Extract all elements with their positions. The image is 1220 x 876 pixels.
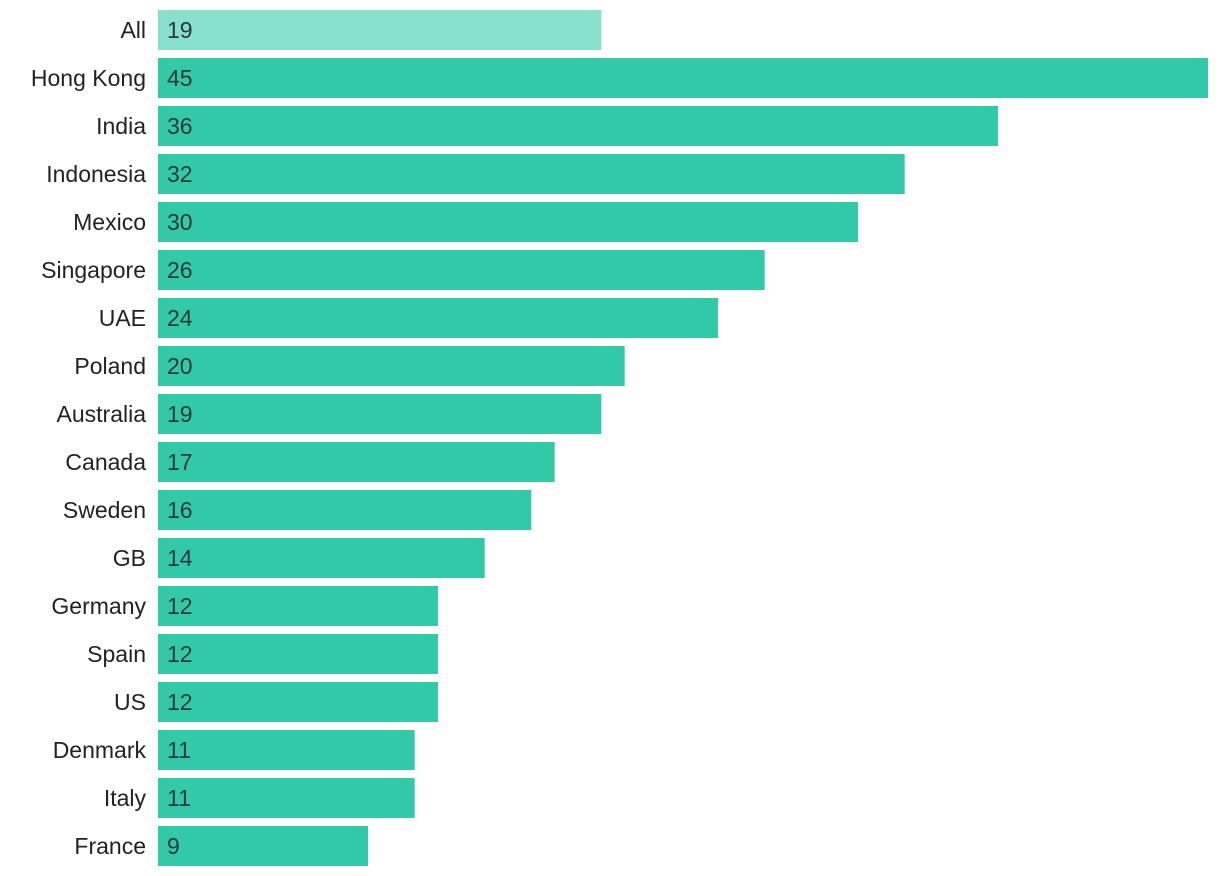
bar-france	[158, 826, 368, 866]
value-label-canada: 17	[167, 449, 193, 475]
value-label-australia: 19	[167, 401, 193, 427]
bars-group	[158, 10, 1208, 866]
value-label-spain: 12	[167, 641, 193, 667]
category-label-sweden: Sweden	[63, 497, 146, 523]
category-label-france: France	[74, 833, 146, 859]
value-label-mexico: 30	[167, 209, 193, 235]
category-label-germany: Germany	[51, 593, 146, 619]
value-label-sweden: 16	[167, 497, 193, 523]
value-label-italy: 11	[167, 785, 191, 811]
value-label-us: 12	[167, 689, 193, 715]
value-label-france: 9	[167, 833, 180, 859]
category-label-spain: Spain	[87, 641, 146, 667]
category-label-hong-kong: Hong Kong	[31, 65, 146, 91]
category-label-gb: GB	[113, 545, 146, 571]
category-label-mexico: Mexico	[73, 209, 146, 235]
bar-italy	[158, 778, 415, 818]
value-label-poland: 20	[167, 353, 193, 379]
category-label-italy: Italy	[104, 785, 147, 811]
category-label-us: US	[114, 689, 146, 715]
bar-indonesia	[158, 154, 905, 194]
bar-singapore	[158, 250, 765, 290]
category-label-canada: Canada	[65, 449, 146, 475]
category-label-australia: Australia	[57, 401, 147, 427]
category-label-india: India	[96, 113, 146, 139]
value-label-indonesia: 32	[167, 161, 193, 187]
bar-poland	[158, 346, 625, 386]
bar-india	[158, 106, 998, 146]
value-label-germany: 12	[167, 593, 193, 619]
category-label-denmark: Denmark	[53, 737, 147, 763]
category-label-indonesia: Indonesia	[46, 161, 146, 187]
category-label-all: All	[120, 17, 146, 43]
bar-gb	[158, 538, 485, 578]
value-label-singapore: 26	[167, 257, 193, 283]
bar-mexico	[158, 202, 858, 242]
value-label-denmark: 11	[167, 737, 191, 763]
bar-canada	[158, 442, 555, 482]
category-label-poland: Poland	[74, 353, 146, 379]
bar-all	[158, 10, 602, 50]
bar-spain	[158, 634, 438, 674]
category-labels-group: All Hong Kong India Indonesia Mexico Singapor…	[31, 17, 147, 859]
value-label-hong-kong: 45	[167, 65, 193, 91]
value-label-uae: 24	[167, 305, 193, 331]
bar-hong-kong	[158, 58, 1208, 98]
category-label-uae: UAE	[99, 305, 146, 331]
bar-sweden	[158, 490, 532, 530]
value-label-india: 36	[167, 113, 193, 139]
value-label-all: 19	[167, 17, 193, 43]
bar-australia	[158, 394, 602, 434]
value-labels-group: 19 45 36 32 30 26 24 20 19 17 16 14 12 12 12 11 11 9	[167, 17, 193, 859]
bar-uae	[158, 298, 718, 338]
bar-germany	[158, 586, 438, 626]
value-label-gb: 14	[167, 545, 193, 571]
bar-us	[158, 682, 438, 722]
bar-denmark	[158, 730, 415, 770]
category-label-singapore: Singapore	[41, 257, 146, 283]
